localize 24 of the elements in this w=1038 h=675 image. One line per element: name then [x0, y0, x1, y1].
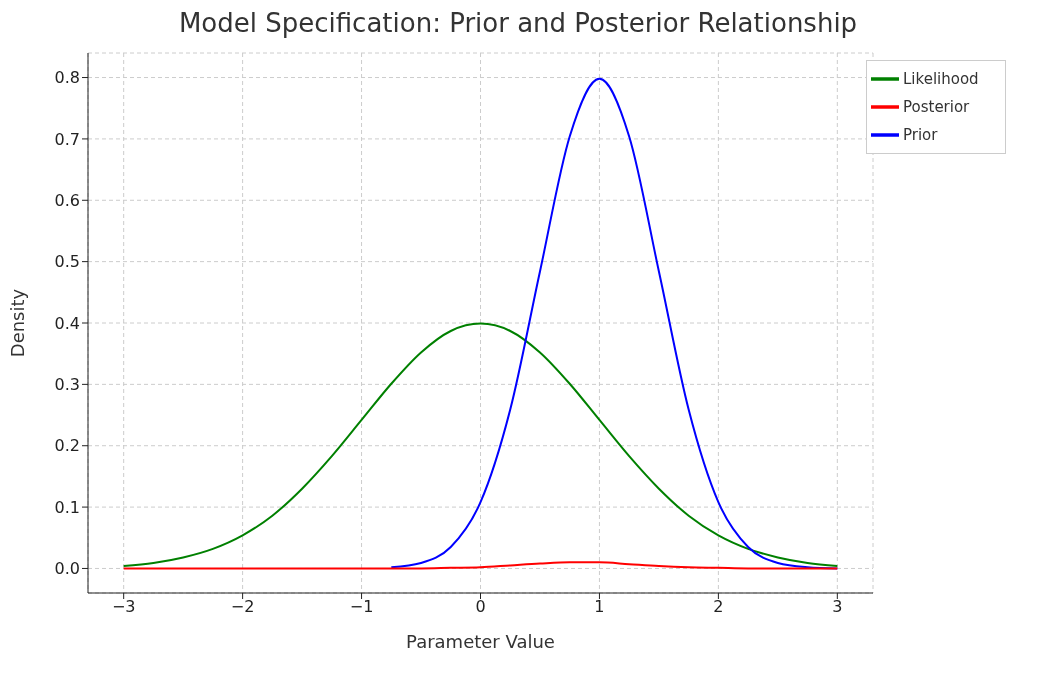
legend-label: Likelihood: [903, 69, 979, 88]
y-tick-label: 0.1: [54, 497, 80, 517]
x-tick-label: 2: [713, 597, 724, 617]
x-tick-label: 0: [475, 597, 486, 617]
legend-label: Posterior: [903, 97, 970, 116]
x-tick-label: −1: [349, 597, 374, 617]
y-axis-title: Density: [7, 288, 29, 358]
y-tick-label: 0.0: [54, 559, 80, 579]
y-tick-label: 0.5: [54, 252, 80, 272]
y-tick-label: 0.6: [54, 190, 80, 210]
x-tick-label: 3: [832, 597, 843, 617]
y-tick-label: 0.7: [54, 129, 80, 149]
line-series: [122, 561, 839, 570]
x-tick-label: −2: [230, 597, 255, 617]
x-tick-label: 1: [594, 597, 605, 617]
x-axis-title: Parameter Value: [406, 631, 555, 652]
y-tick-label: 0.2: [54, 436, 80, 456]
chart-title: Model Specification: Prior and Posterior Relationship: [177, 8, 859, 40]
y-tick-label: 0.8: [54, 68, 80, 88]
x-tick-label: −3: [111, 597, 136, 617]
y-tick-label: 0.3: [54, 375, 80, 395]
legend-label: Prior: [903, 125, 938, 144]
y-tick-label: 0.4: [54, 313, 80, 333]
line-series: [122, 322, 839, 567]
